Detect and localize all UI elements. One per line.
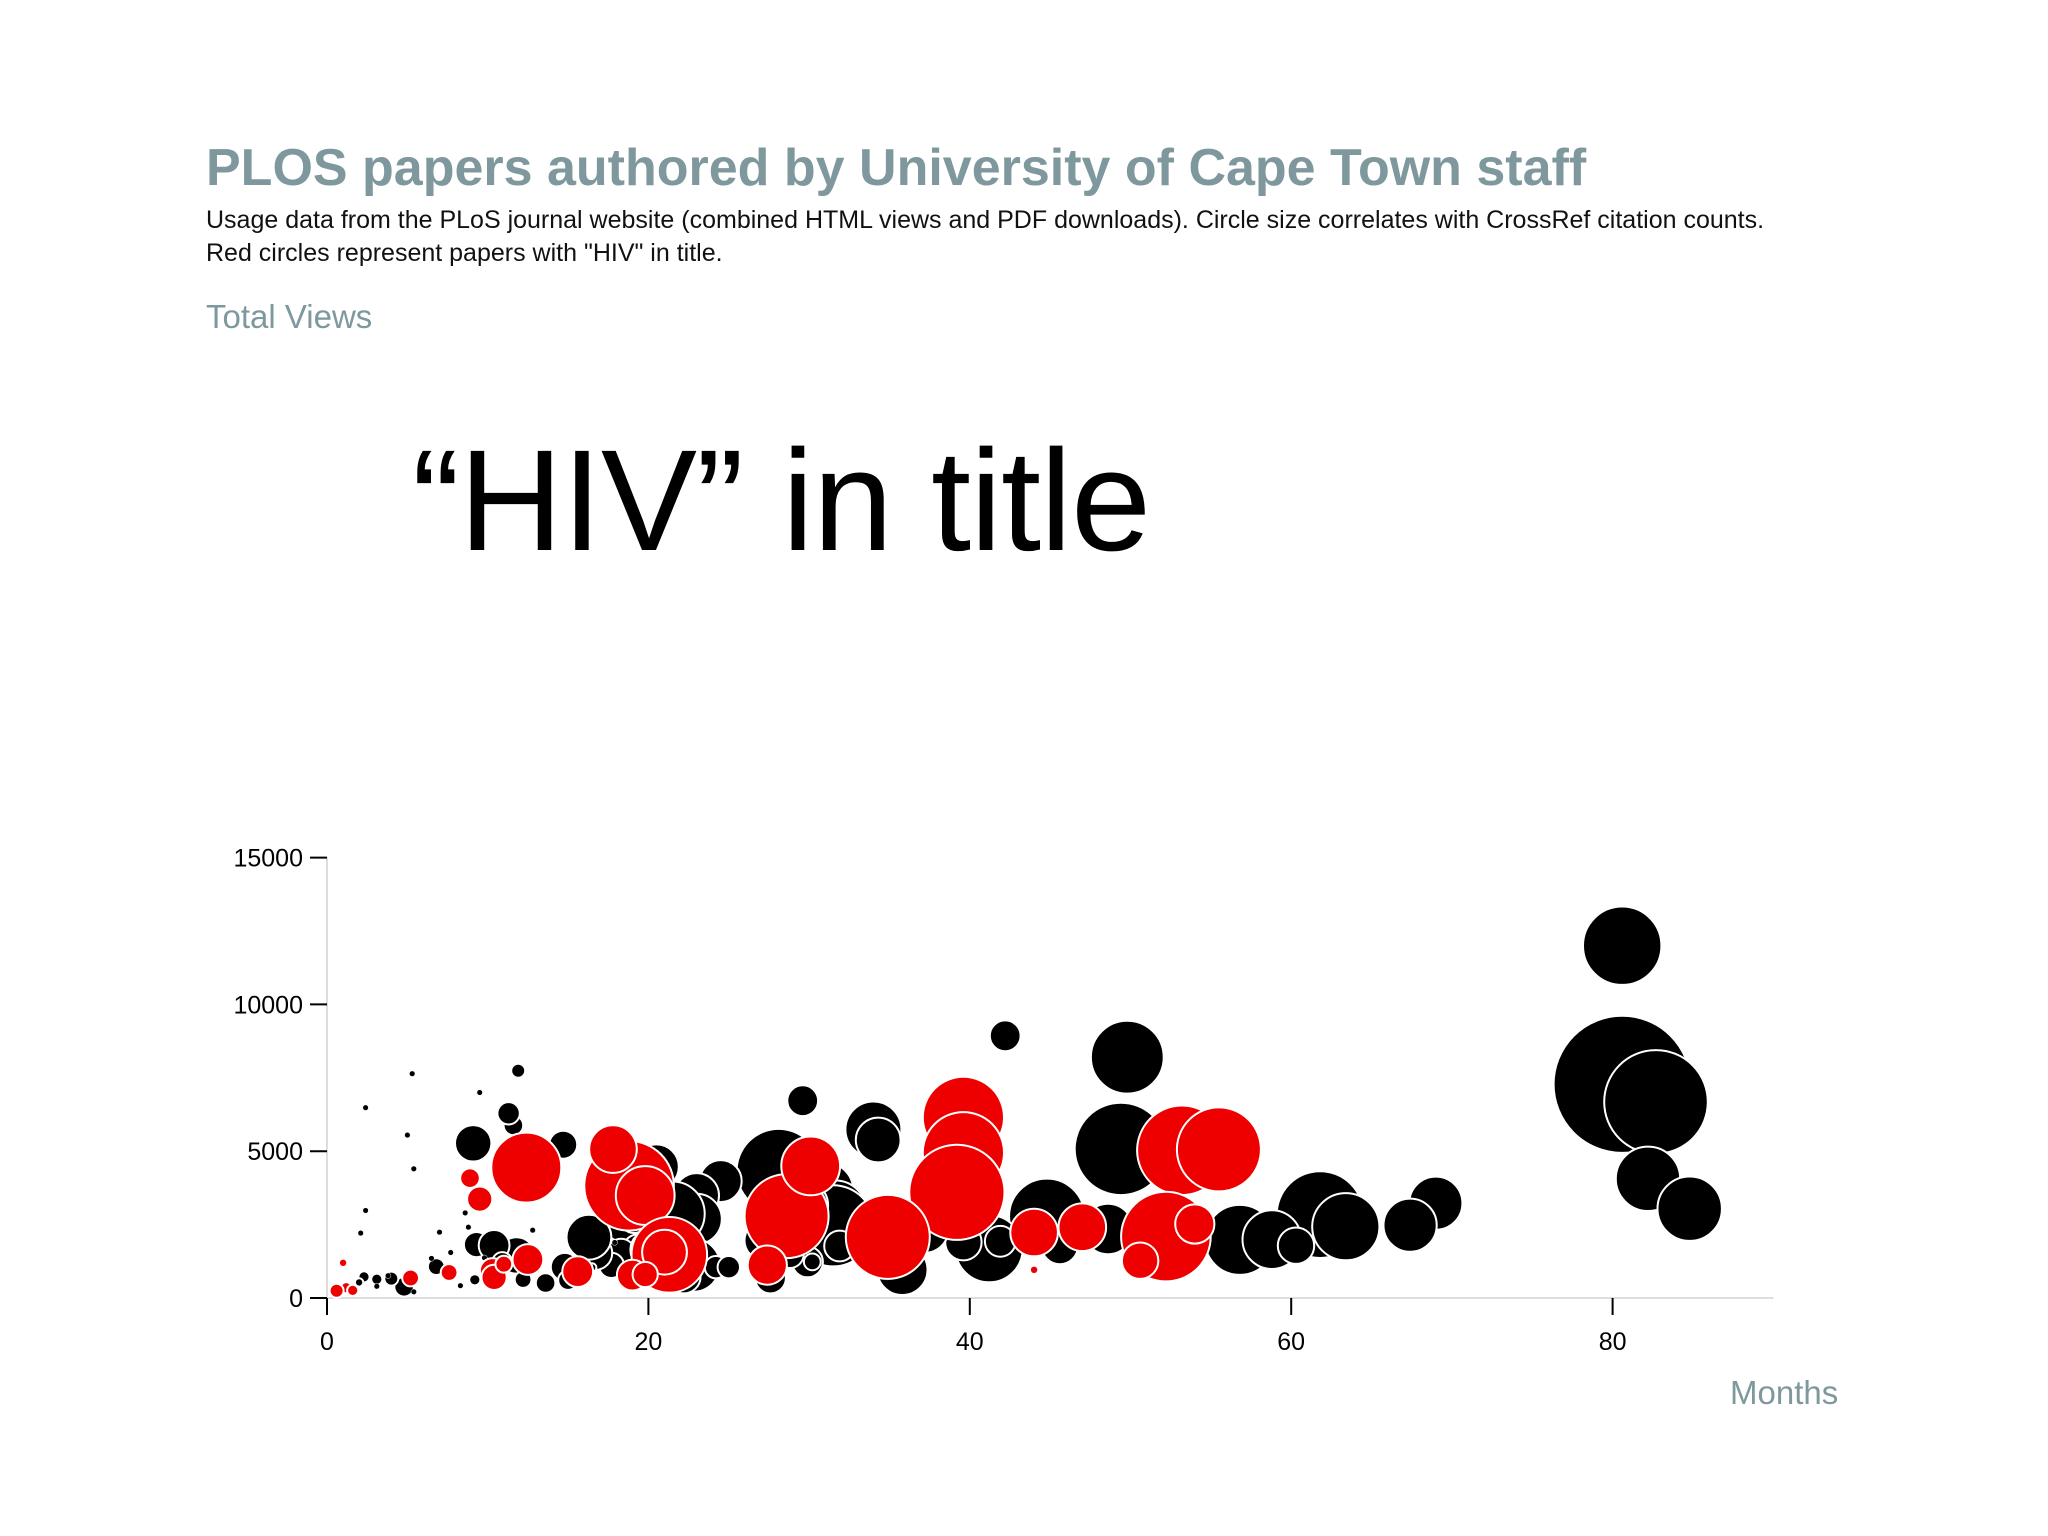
hiv-paper-point — [1175, 1106, 1262, 1193]
hiv-paper-point — [1009, 1207, 1059, 1258]
paper-point — [534, 1272, 557, 1294]
paper-point — [1382, 1197, 1438, 1253]
hiv-paper-point — [588, 1124, 638, 1174]
paper-point — [716, 1255, 741, 1280]
hiv-paper-point — [328, 1282, 345, 1299]
hiv-paper-point — [459, 1167, 481, 1189]
paper-point — [428, 1255, 435, 1262]
paper-point — [468, 1273, 482, 1287]
hiv-paper-point — [844, 1193, 931, 1280]
paper-point — [1276, 1226, 1316, 1265]
paper-point — [565, 1213, 613, 1261]
hiv-paper-point — [439, 1263, 459, 1282]
paper-point — [510, 1062, 527, 1079]
paper-point — [457, 1282, 464, 1289]
hiv-paper-point — [1120, 1241, 1160, 1280]
hiv-paper-point — [1174, 1203, 1216, 1245]
paper-point — [385, 1272, 392, 1279]
hiv-paper-point — [614, 1165, 676, 1226]
paper-point — [370, 1272, 384, 1286]
hiv-paper-point — [561, 1255, 595, 1288]
paper-point — [409, 1070, 416, 1077]
paper-point — [465, 1224, 472, 1231]
y-tick-label: 15000 — [233, 845, 303, 873]
y-tick-label: 0 — [289, 1285, 303, 1313]
paper-point — [454, 1124, 493, 1163]
paper-point — [611, 1239, 618, 1246]
paper-point — [988, 1019, 1022, 1053]
paper-point — [462, 1209, 469, 1216]
paper-point — [802, 1252, 822, 1272]
paper-point — [1089, 1019, 1165, 1095]
paper-point — [410, 1165, 417, 1172]
paper-point — [1656, 1175, 1723, 1242]
x-tick-label: 60 — [1277, 1328, 1305, 1356]
hiv-paper-point — [511, 1243, 545, 1276]
paper-point — [362, 1104, 369, 1111]
axes: 0 5000 10000 15000 0 20 40 60 80 — [233, 845, 1774, 1356]
y-tick-label: 10000 — [233, 991, 303, 1019]
paper-point — [1603, 1049, 1709, 1155]
hiv-paper-point — [908, 1143, 1006, 1241]
hiv-paper-point — [641, 1228, 688, 1276]
hiv-paper-point — [337, 1257, 349, 1269]
hiv-paper-point — [1057, 1202, 1108, 1252]
hiv-annotation: “HIV” in title — [412, 420, 1151, 581]
paper-point — [854, 1116, 902, 1164]
paper-point — [529, 1227, 536, 1234]
paper-point — [362, 1207, 369, 1214]
x-tick-label: 40 — [956, 1328, 984, 1356]
paper-point — [404, 1132, 411, 1139]
paper-point — [410, 1288, 417, 1295]
hiv-paper-point — [746, 1244, 788, 1286]
paper-point — [496, 1101, 521, 1126]
hiv-paper-point — [494, 1254, 514, 1274]
y-axis-label: Total Views — [206, 298, 373, 335]
paper-point — [1582, 905, 1663, 986]
x-tick-label: 0 — [320, 1328, 334, 1356]
hiv-paper-point — [401, 1268, 421, 1288]
paper-point — [1311, 1192, 1381, 1262]
x-tick-label: 80 — [1599, 1328, 1627, 1356]
hiv-paper-point — [490, 1131, 563, 1204]
paper-point — [476, 1089, 483, 1096]
hiv-paper-point — [466, 1185, 494, 1213]
hiv-paper-point — [346, 1283, 360, 1298]
series-hiv — [328, 1075, 1262, 1299]
y-tick-label: 5000 — [247, 1138, 303, 1166]
x-axis-label: Months — [1730, 1374, 1839, 1411]
chart-subtitle: Usage data from the PLoS journal website… — [206, 206, 1765, 267]
paper-point — [357, 1230, 364, 1237]
hiv-paper-point — [631, 1260, 659, 1289]
paper-point — [353, 1277, 365, 1288]
x-tick-label: 20 — [634, 1328, 662, 1356]
paper-point — [436, 1229, 443, 1236]
paper-point — [447, 1249, 454, 1256]
hiv-paper-point — [1028, 1264, 1040, 1276]
hiv-paper-point — [780, 1135, 842, 1197]
paper-point — [373, 1283, 380, 1290]
paper-point — [786, 1084, 820, 1118]
chart-title: PLOS papers authored by University of Ca… — [206, 139, 1587, 197]
